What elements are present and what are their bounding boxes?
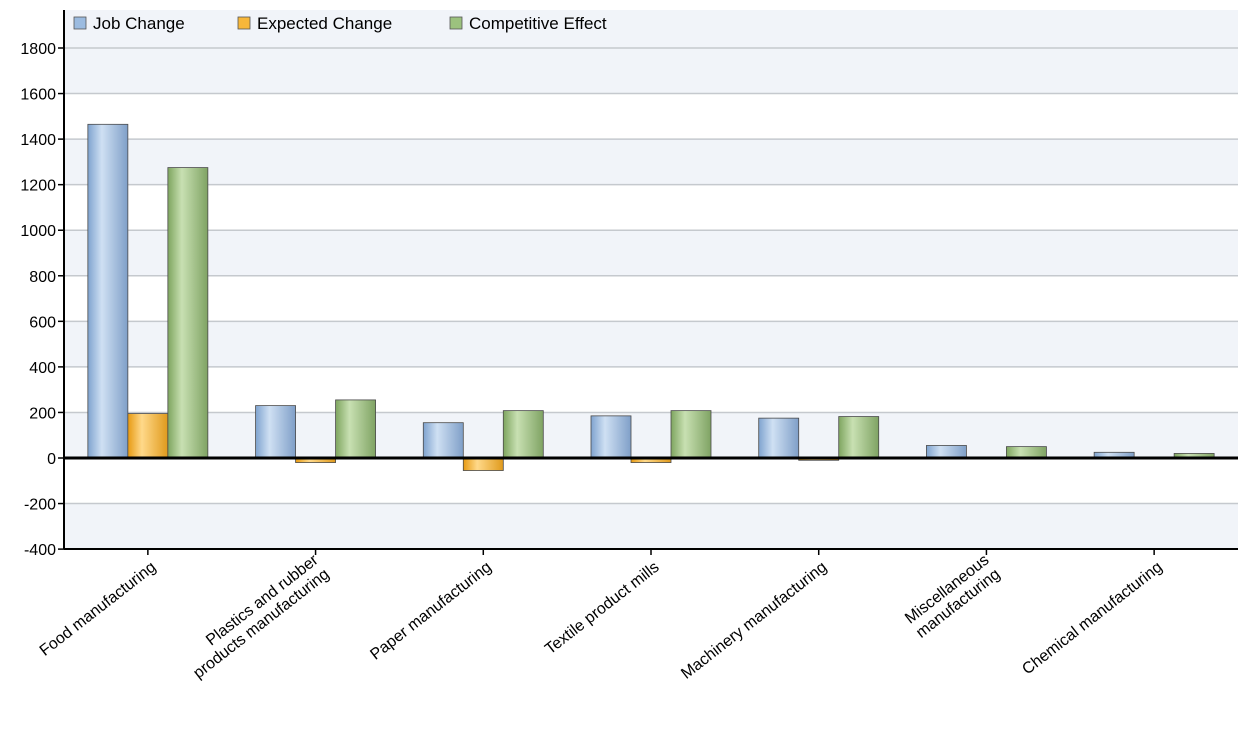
bar-job-change (926, 445, 967, 459)
y-tick-label: 800 (29, 269, 56, 286)
y-tick-label: -200 (24, 497, 56, 514)
legend: Job Change Expected Change Competitive Eff… (73, 14, 607, 33)
bar-job-change (422, 422, 464, 459)
plot-band (64, 458, 1238, 504)
bar-competitive-effect (502, 410, 544, 459)
x-tick-label: Textile product mills (542, 559, 662, 658)
x-tick-label: Food manufacturing (37, 559, 160, 660)
y-tick-label: 1600 (20, 87, 56, 104)
legend-item: Expected Change (237, 14, 392, 33)
bar-job-change (590, 415, 632, 459)
bar-expected-change (127, 413, 169, 459)
y-tick-label: 600 (29, 314, 56, 331)
legend-item: Job Change (73, 14, 185, 33)
y-tick-label: 400 (29, 360, 56, 377)
y-tick-label: 1800 (20, 41, 56, 58)
legend-label: Competitive Effect (469, 14, 607, 33)
bar-competitive-effect (335, 399, 376, 459)
bar-competitive-effect (1006, 446, 1047, 459)
bars (87, 123, 1215, 471)
legend-label: Expected Change (257, 14, 392, 33)
y-axis-ticks: -400 -200 0 200 400 600 800 1000 1200 1400 1600 180… (20, 41, 64, 559)
plot-band (64, 275, 1238, 322)
bar-job-change (758, 417, 800, 459)
y-tick-label: 1400 (20, 132, 56, 149)
bar-job-change (255, 405, 296, 459)
plot-band (64, 366, 1238, 413)
plot-bands (64, 10, 1238, 549)
legend-swatch (237, 16, 251, 30)
bar-expected-change (462, 457, 504, 471)
bar-competitive-effect (670, 410, 712, 459)
x-tick-label: Plastics and rubberproducts manufacturin… (179, 551, 333, 682)
y-tick-label: 0 (47, 451, 56, 468)
x-tick-label: Machinery manufacturing (678, 559, 830, 683)
legend-item: Competitive Effect (449, 14, 607, 33)
legend-label: Job Change (93, 14, 185, 33)
x-tick-label: Miscellaneousmanufacturing (902, 552, 1003, 642)
y-tick-label: 1200 (20, 178, 56, 195)
plot-band (64, 184, 1238, 231)
bar-competitive-effect (167, 167, 209, 459)
plot-band (64, 93, 1238, 140)
x-axis-ticks: Food manufacturing Plastics and rubberpro… (37, 549, 1166, 683)
bar-competitive-effect (838, 416, 880, 459)
x-tick-label: Paper manufacturing (367, 559, 495, 664)
x-tick-label: Chemical manufacturing (1019, 559, 1165, 679)
legend-swatch (73, 16, 87, 30)
y-tick-label: -400 (24, 542, 56, 559)
legend-swatch (449, 16, 463, 30)
y-tick-label: 200 (29, 405, 56, 422)
bar-job-change (87, 123, 129, 459)
y-tick-label: 1000 (20, 223, 56, 240)
